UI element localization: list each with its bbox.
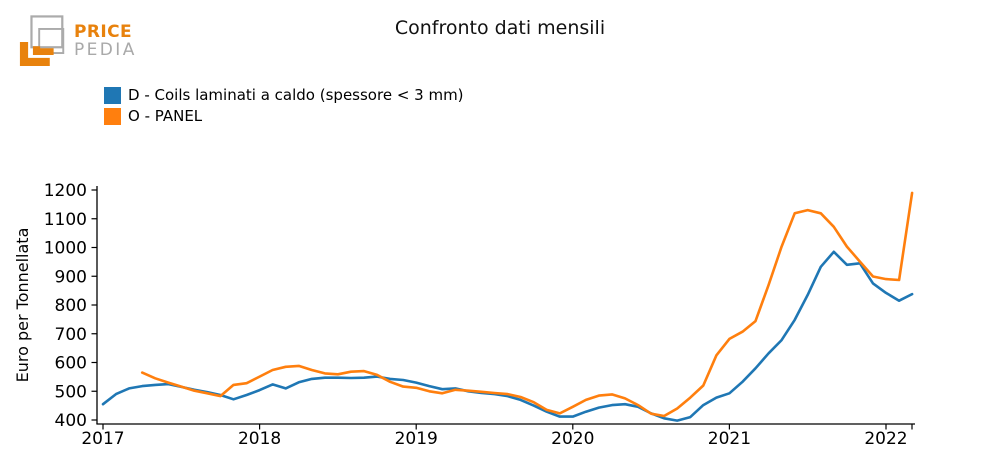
y-tick-label: 700: [55, 325, 87, 345]
legend: D - Coils laminati a caldo (spessore < 3…: [104, 86, 464, 128]
x-tick-label: 2017: [81, 429, 124, 449]
legend-swatch-blue: [104, 86, 121, 104]
y-tick-label: 600: [55, 354, 87, 374]
x-tick-label: 2020: [551, 429, 594, 449]
x-tick-label: 2022: [864, 429, 907, 449]
logo-pedia-text: PEDIA: [74, 40, 137, 60]
legend-label-coils: D - Coils laminati a caldo (spessore < 3…: [128, 86, 464, 104]
x-tick-label: 2019: [395, 429, 438, 449]
series-line-1: [140, 191, 914, 418]
y-tick-label: 800: [55, 296, 87, 316]
chart-title: Confronto dati mensili: [394, 17, 606, 39]
pricepedia-logo-icon: [19, 15, 65, 67]
y-tick-label: 1200: [44, 181, 87, 201]
legend-label-panel: O - PANEL: [128, 107, 203, 125]
legend-swatch-orange: [104, 107, 121, 125]
pricepedia-logo: PRICE PEDIA: [18, 14, 137, 68]
y-tick-label: 500: [55, 382, 87, 402]
x-tick-label: 2018: [238, 429, 281, 449]
series-line-0: [101, 250, 914, 422]
y-tick-label: 400: [55, 411, 87, 431]
y-tick-label: 1100: [44, 210, 87, 230]
y-tick-label: 900: [55, 267, 87, 287]
y-axis-label: Euro per Tonnellata: [13, 228, 32, 383]
legend-item-coils: D - Coils laminati a caldo (spessore < 3…: [104, 86, 464, 104]
x-tick-label: 2021: [708, 429, 751, 449]
logo-text: PRICE PEDIA: [74, 23, 137, 59]
logo-price-text: PRICE: [74, 22, 132, 42]
legend-item-panel: O - PANEL: [104, 107, 464, 125]
y-tick-label: 1000: [44, 239, 87, 259]
